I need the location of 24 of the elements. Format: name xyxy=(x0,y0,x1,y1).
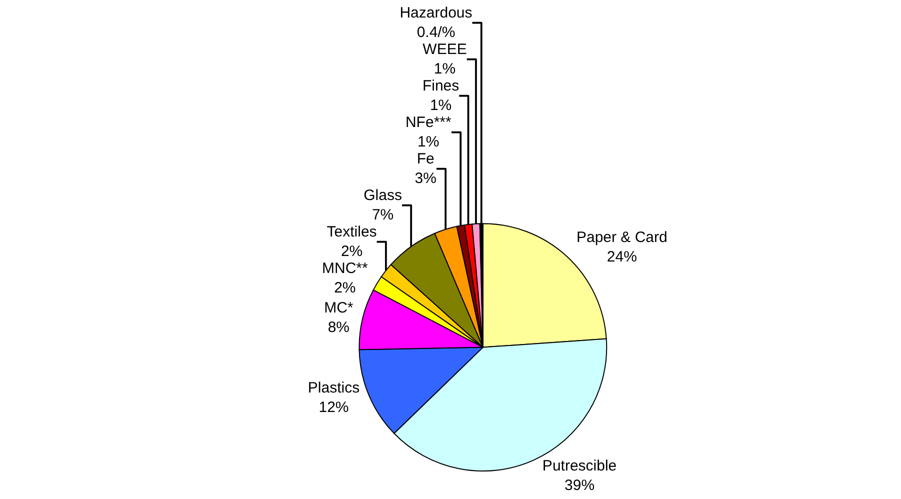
data-label: 0.4/% xyxy=(416,24,456,42)
data-label: 24% xyxy=(606,248,637,266)
slice-label: NFe*** xyxy=(405,114,452,132)
slice-label: MNC** xyxy=(322,260,368,278)
slice-label: MC* xyxy=(324,300,354,317)
slice-label: Plastics xyxy=(308,379,360,396)
slice-label: Hazardous xyxy=(400,4,472,22)
slice-label: Paper & Card xyxy=(576,228,668,246)
data-label: 12% xyxy=(318,398,349,416)
slice-label: WEEE xyxy=(422,41,467,58)
data-label: 3% xyxy=(414,170,436,188)
data-label: 7% xyxy=(372,206,394,224)
data-label: 1% xyxy=(434,60,456,78)
data-label: 8% xyxy=(328,319,350,336)
slice-label: Fines xyxy=(422,78,460,95)
slice-label: Textiles xyxy=(326,224,377,241)
slice-label: Glass xyxy=(364,187,402,204)
data-label: 1% xyxy=(430,97,452,114)
data-label: 39% xyxy=(564,476,595,494)
slice-label: Putrescible xyxy=(542,457,617,474)
data-label: 2% xyxy=(340,243,363,260)
slice-label: Fe xyxy=(416,150,434,168)
data-label: 1% xyxy=(418,134,440,151)
data-label: 2% xyxy=(334,280,356,297)
